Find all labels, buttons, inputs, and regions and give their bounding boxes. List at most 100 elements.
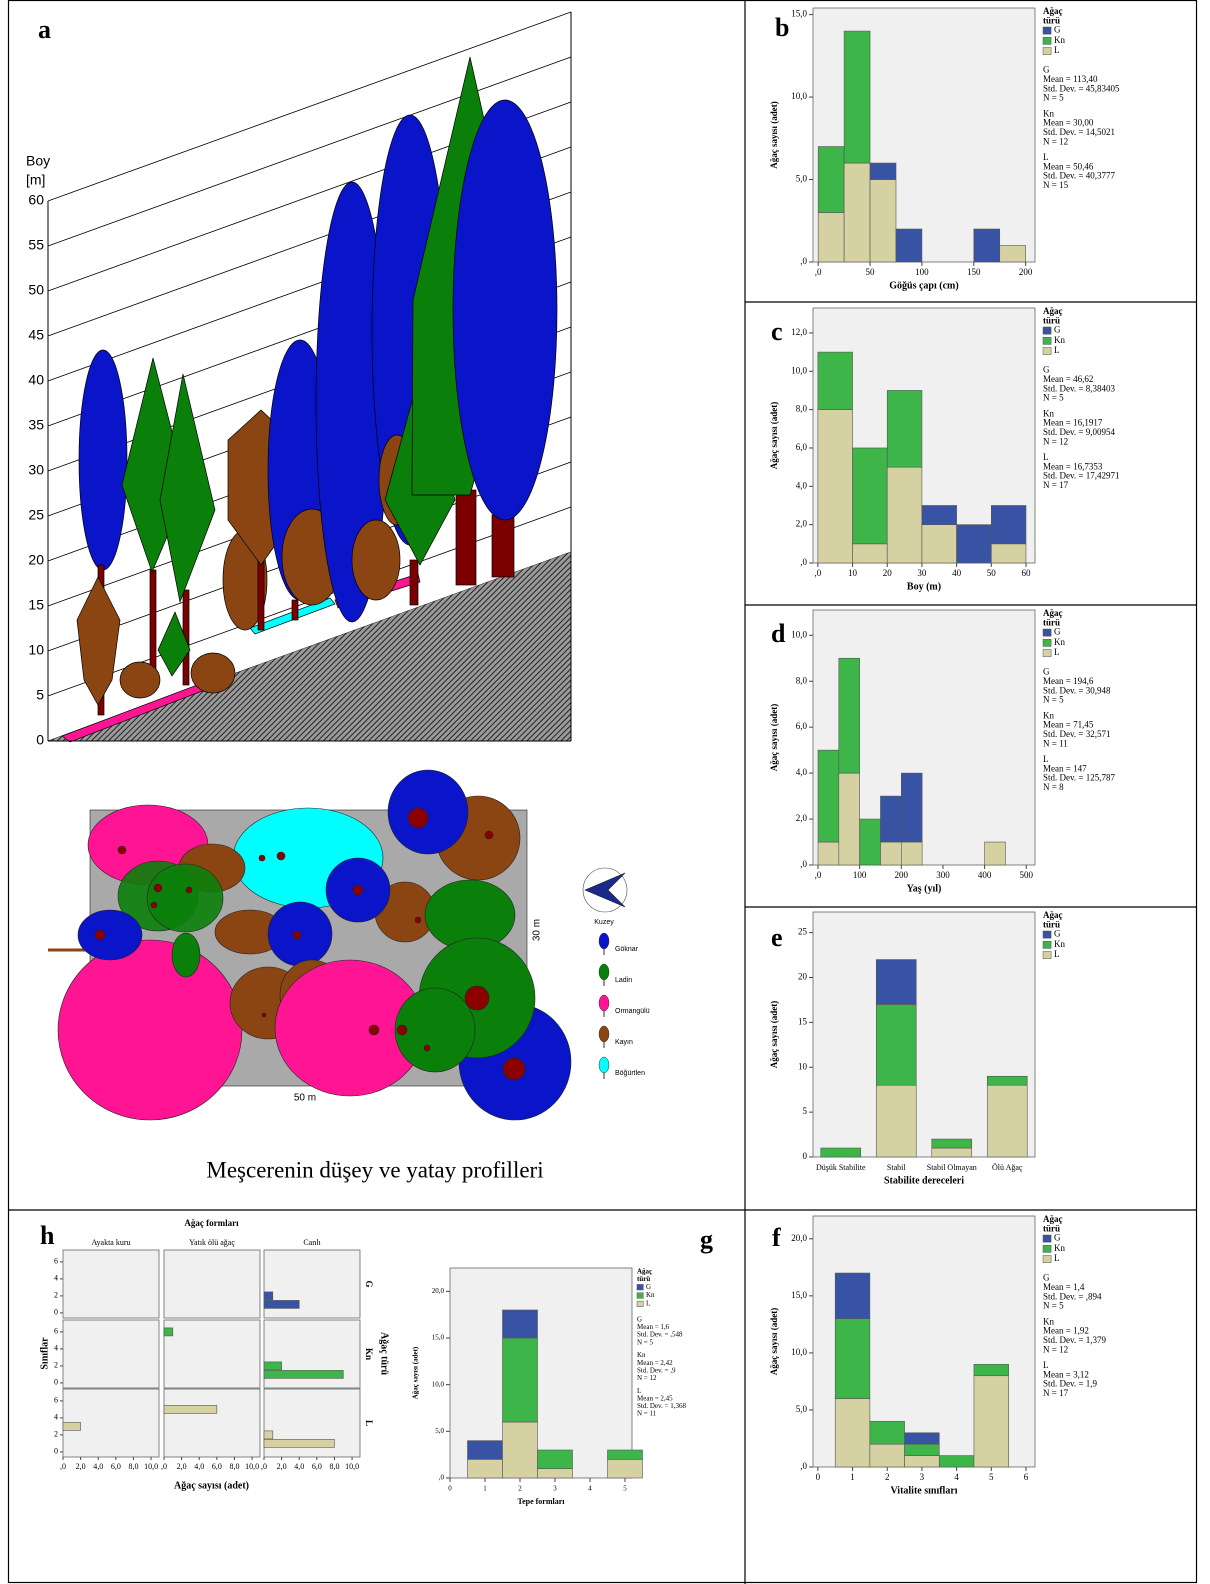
x-tick-label: 300 [936, 870, 950, 880]
horizontal-plan [48, 770, 627, 1120]
bar-segment [876, 1004, 916, 1085]
bar-segment [468, 1441, 503, 1460]
bar-segment [876, 1085, 916, 1157]
x-tick-label: 8,0 [229, 1462, 239, 1471]
legend-icon [599, 995, 609, 1011]
x-tick-label: 2,0 [76, 1462, 86, 1471]
depth-label: 30 m [532, 919, 543, 941]
panel-label: e [771, 923, 783, 952]
panel-label: f [772, 1223, 781, 1252]
y-tick-label: 0 [54, 1378, 58, 1387]
bar-segment [860, 819, 881, 865]
bar-segment [839, 773, 860, 865]
legend-swatch [1043, 951, 1051, 958]
x-tick-label: 400 [978, 870, 992, 880]
y-tick-label: 40 [28, 372, 44, 388]
bar-segment [922, 505, 957, 524]
facet-area [164, 1250, 260, 1318]
bar [63, 1422, 81, 1430]
panel-label: b [775, 13, 789, 42]
x-tick-label: 60 [1021, 568, 1031, 578]
x-tick-label: 2 [518, 1485, 522, 1493]
y-tick-label: 60 [28, 192, 44, 208]
legend-swatch [1043, 629, 1051, 636]
bar-segment [818, 750, 839, 842]
legend-label: G [1054, 627, 1061, 637]
legend-icon [599, 1026, 609, 1042]
chart-title: Ağaç formları [184, 1218, 239, 1228]
x-tick-label: ,0 [814, 568, 821, 578]
x-tick-label: 100 [915, 267, 929, 277]
bar-segment [870, 163, 896, 179]
x-tick-label: 150 [967, 267, 981, 277]
y-tick-label: 5,0 [435, 1427, 444, 1435]
y-tick-label: 2,0 [796, 813, 808, 823]
y-tick-label: 25 [28, 507, 44, 523]
bar-segment [957, 525, 992, 563]
y-tick-label: ,0 [800, 256, 807, 266]
legend-swatch [1043, 37, 1051, 44]
x-tick-label: 40 [952, 568, 962, 578]
bar-segment [608, 1450, 643, 1459]
legend-swatch [637, 1293, 643, 1299]
legend-swatch [1043, 941, 1051, 948]
y-tick-label: 55 [28, 237, 44, 253]
y-tick-label: 6,0 [796, 442, 808, 452]
bar-segment [503, 1310, 538, 1338]
figure: Boy [m] [0, 0, 1210, 1584]
x-tick-label: 1 [850, 1472, 855, 1482]
x-tick-label: 200 [1019, 267, 1033, 277]
bar-segment [835, 1273, 870, 1319]
bar-segment [503, 1338, 538, 1422]
x-tick-label: 3 [920, 1472, 925, 1482]
x-tick-label: 6,0 [312, 1462, 322, 1471]
y-tick-label: 12,0 [791, 327, 807, 337]
y-tick-label: ,0 [800, 859, 807, 869]
x-tick-label: 100 [853, 870, 867, 880]
stat-text: N = 5 [1043, 1301, 1064, 1311]
bar-segment [896, 229, 922, 262]
y-tick-label: ,0 [800, 1461, 807, 1471]
bar-segment [876, 960, 916, 1005]
y-tick-label: 0 [36, 732, 44, 748]
stat-text: N = 12 [637, 1374, 657, 1382]
x-tick-label: 2,0 [277, 1462, 287, 1471]
y-tick-label: 6,0 [796, 721, 808, 731]
y-axis-label: Ağaç sayısı (adet) [769, 1001, 779, 1069]
bar-segment [974, 1364, 1009, 1375]
facet-area [164, 1389, 260, 1457]
bar-segment [987, 1085, 1027, 1157]
x-tick-label: 4 [588, 1485, 592, 1493]
y-tick-label: 20,0 [432, 1287, 445, 1295]
bar-segment [835, 1319, 870, 1399]
x-tick-label: Düşük Stabilite [816, 1163, 866, 1172]
y-tick-label: 4,0 [796, 480, 808, 490]
bar-segment [503, 1422, 538, 1478]
bar-segment [608, 1459, 643, 1478]
bar [264, 1300, 299, 1308]
bar-segment [538, 1469, 573, 1478]
facet-area [63, 1320, 159, 1388]
x-tick-label: 4,0 [294, 1462, 304, 1471]
stat-text: N = 11 [1043, 738, 1068, 748]
stat-text: N = 12 [1043, 436, 1068, 446]
column-label: Ayakta kuru [91, 1238, 130, 1247]
bar-segment [1000, 246, 1026, 262]
legend-swatch [1043, 27, 1051, 34]
bar-segment [818, 352, 853, 410]
bar-segment [905, 1456, 940, 1467]
x-tick-label: 8,0 [329, 1462, 339, 1471]
y-tick-label: 4,0 [796, 767, 808, 777]
bar-segment [853, 544, 888, 563]
bar-segment [905, 1444, 940, 1455]
y-tick-label: 2 [54, 1430, 58, 1439]
bar-segment [901, 842, 922, 865]
y-tick-label: 10,0 [791, 629, 807, 639]
stat-text: N = 11 [637, 1410, 657, 1418]
x-tick-label: Stabil Olmayan [927, 1163, 977, 1172]
legend-swatch [1043, 1255, 1051, 1262]
x-tick-label: 10,0 [144, 1462, 158, 1471]
stat-text: N = 12 [1043, 1344, 1068, 1354]
y-tick-label: 8,0 [796, 675, 808, 685]
legend-label: L [1054, 647, 1060, 657]
